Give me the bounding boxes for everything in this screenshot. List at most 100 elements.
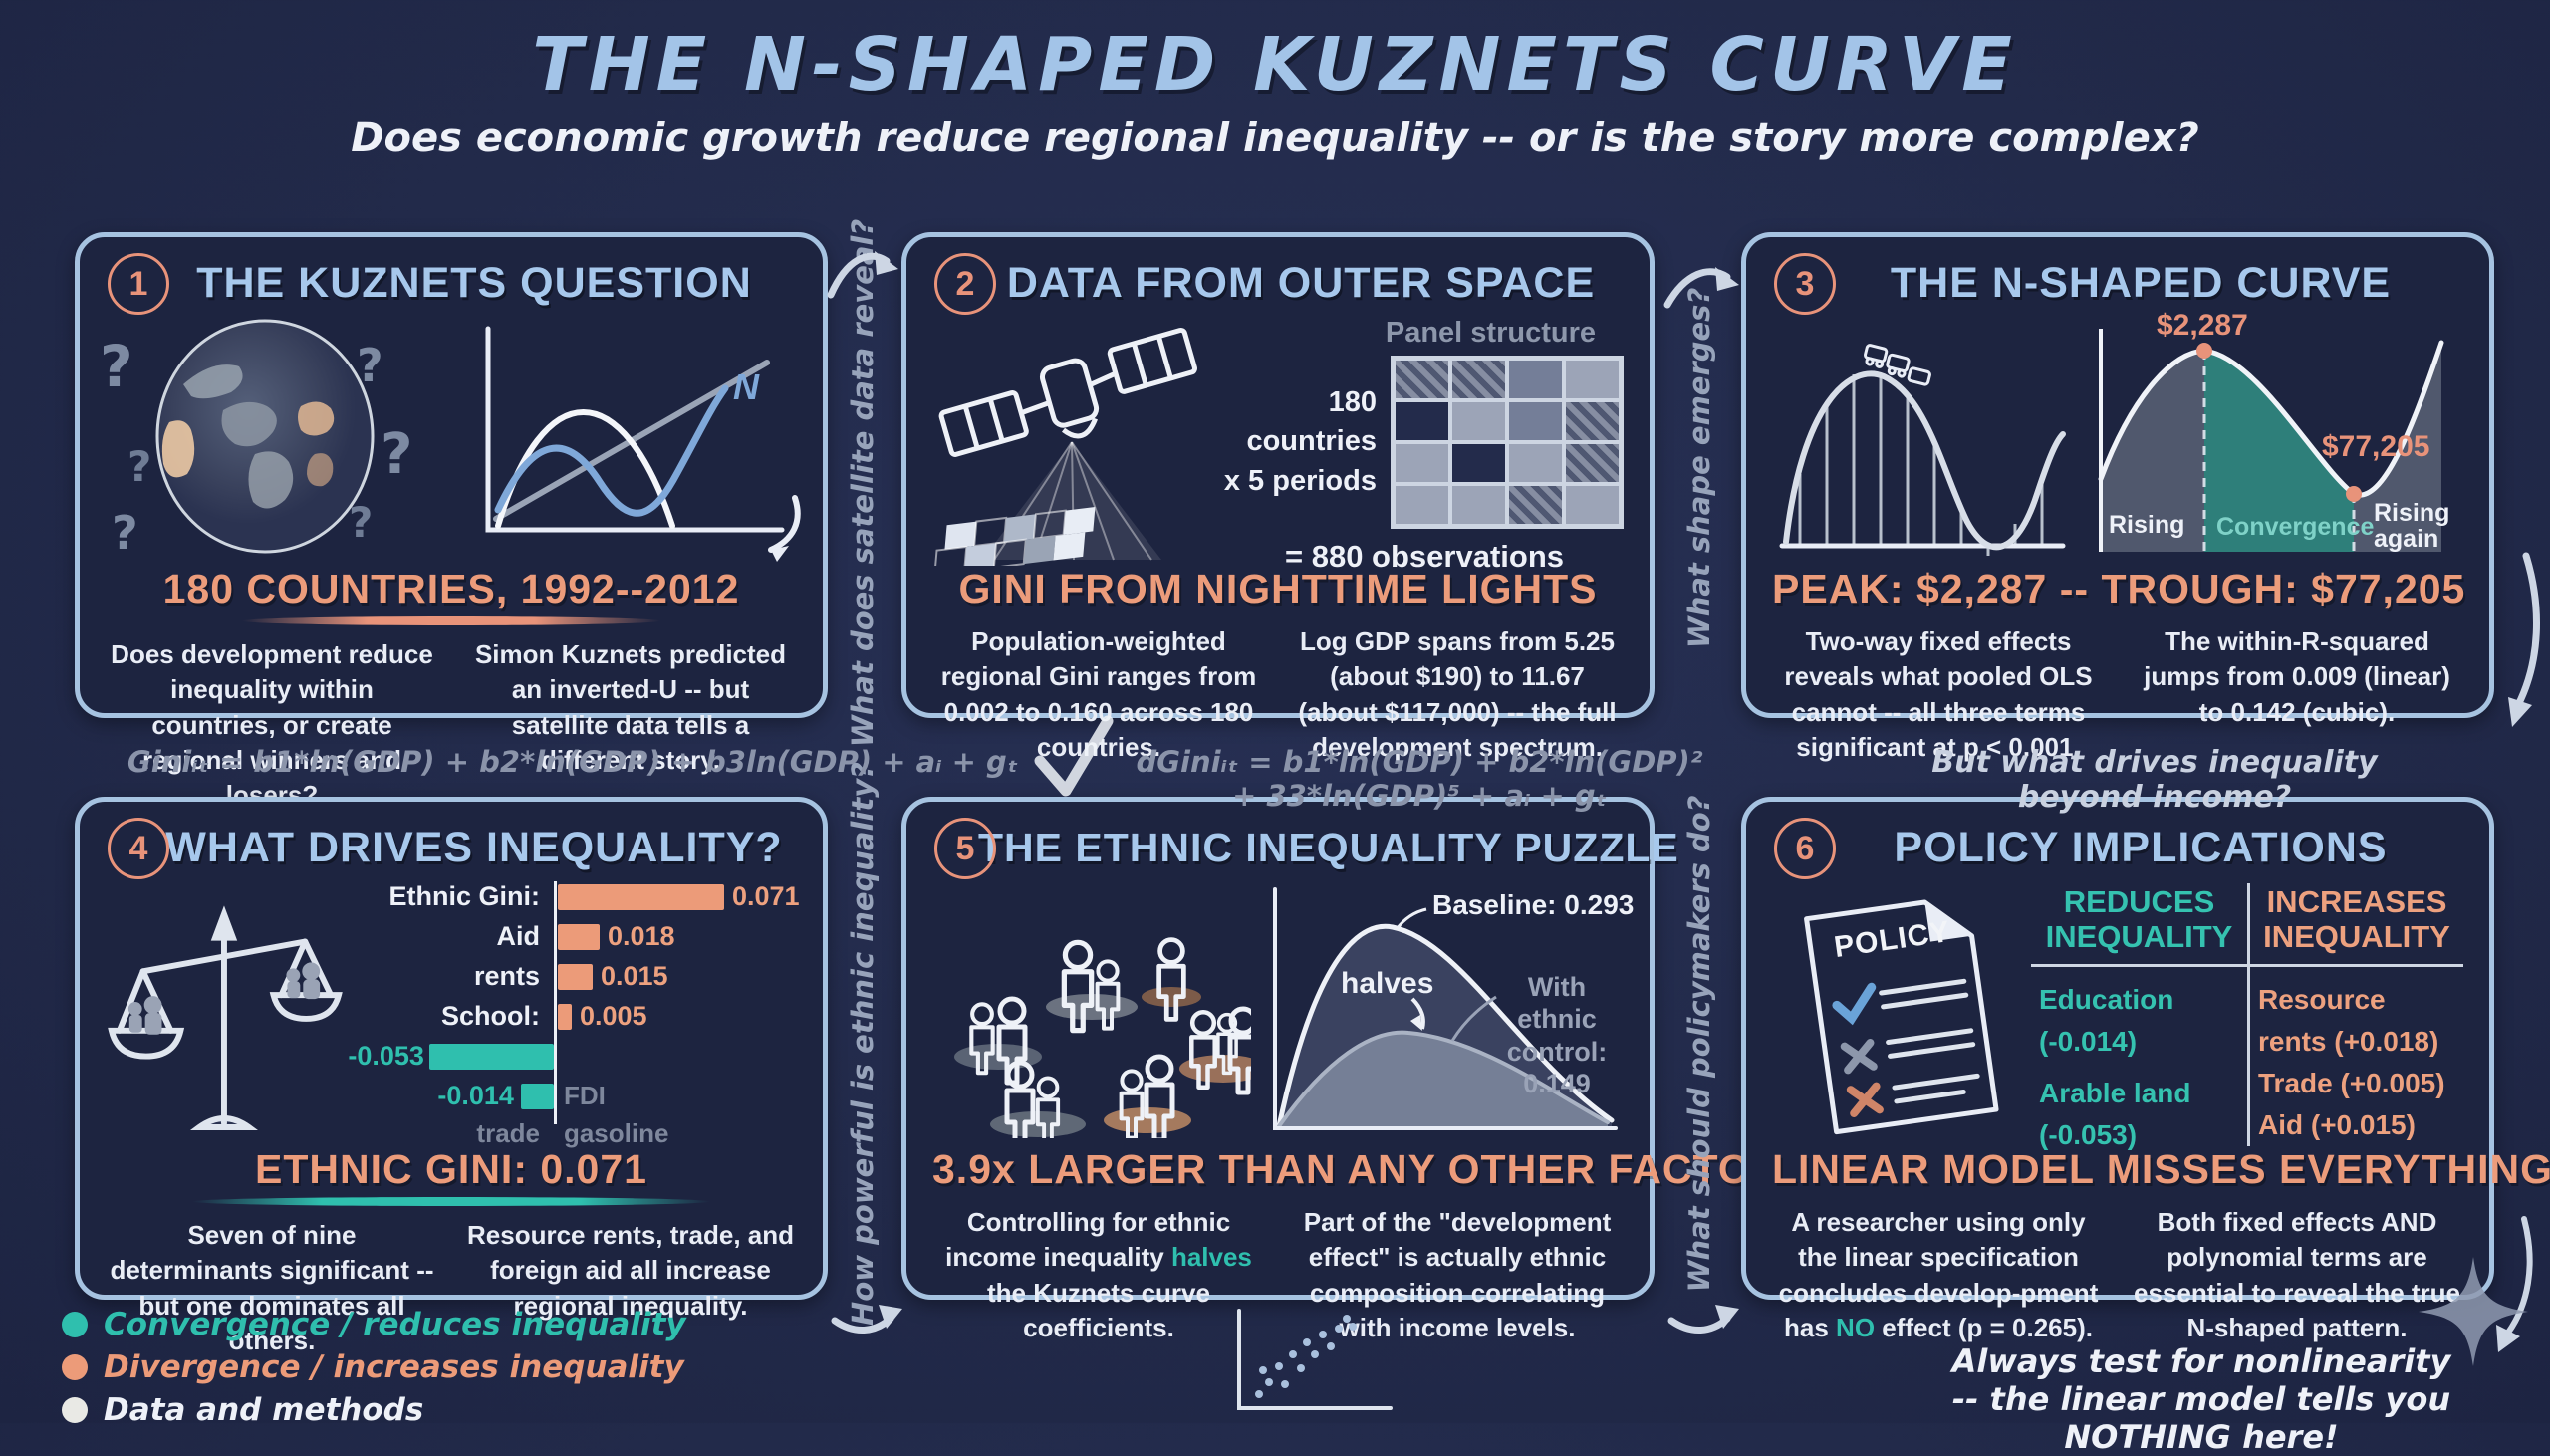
list-item: Resource rents (+0.018)	[2258, 984, 2439, 1058]
n-curve-figure	[2098, 329, 2444, 552]
baseline-value-label: Baseline: 0.293	[1432, 889, 1635, 920]
panel-3-text-left: Two-way fixed effects reveals what poole…	[1784, 626, 2093, 763]
question-mark-icon: ?	[381, 422, 413, 487]
panel-1-text-left: Does development reduce inequality withi…	[111, 639, 433, 811]
kuznets-curves-chart: N	[438, 315, 801, 562]
panel-5-title: THE ETHNIC INEQUALITY PUZZLE	[978, 825, 1679, 870]
white-dot-icon	[62, 1397, 88, 1423]
panel-data-from-space: 2 DATA FROM OUTER SPACE	[901, 232, 1655, 762]
halves-annotation: halves	[1341, 967, 1434, 1000]
panel-2-text-right: Log GDP spans from 5.25 (about $190) to …	[1298, 626, 1617, 763]
panel-4-number-badge: 4	[108, 818, 169, 879]
observations-count: = 880 observations	[1285, 539, 1564, 574]
determinants-bar-chart: Ethnic Gini: 0.071 Aid 0.018 rents 0.015…	[343, 881, 800, 1148]
panel-5-head: 5 THE ETHNIC INEQUALITY PUZZLE	[932, 818, 1679, 879]
panel-1-title: THE KUZNETS QUESTION	[196, 259, 752, 307]
bar-value: -0.053	[348, 1041, 424, 1071]
levels-formula: Giniᵢₜ = b1*ln(GDP) + b2*ln(GDP) + b3ln(…	[127, 745, 1019, 779]
globe-illustration: ? ? ? ? ? ?	[100, 315, 422, 560]
flow-arrow-right-icon	[1667, 1305, 1739, 1335]
panel-dimensions: 180 countries x 5 periods	[1223, 386, 1377, 497]
question-mark-icon: ?	[128, 442, 152, 491]
balance-scale-icon	[108, 905, 343, 1130]
flow-arrow-right-icon	[1663, 267, 1739, 309]
panel-5-graphics: Baseline: 0.293 halves With ethnic contr…	[932, 879, 1634, 1138]
panel-5-text-left: Controlling for ethnic income inequality…	[945, 1207, 1252, 1343]
panel-1-graphics: ? ? ? ? ? ? N	[100, 315, 801, 562]
panel-6-graphics: POLICY REDUCES INEQUALITY INCREASES INEQ…	[1772, 879, 2463, 1150]
panel-6-number-badge: 6	[1774, 818, 1836, 879]
people-groups-icon	[954, 879, 1251, 1138]
bar-chart-axis	[553, 881, 557, 1124]
panel-3-headline: PEAK: $2,287 -- TROUGH: $77,205	[1772, 566, 2466, 611]
panel-2-title: DATA FROM OUTER SPACE	[1006, 259, 1596, 307]
panel-n-shaped-curve: 3 THE N-SHAPED CURVE	[1741, 232, 2494, 762]
panel-2-headline: GINI FROM NIGHTTIME LIGHTS	[958, 566, 1598, 611]
changes-formula: dGiniᵢₜ = b1*ln(GDP) + b2*ln(GDP)² + 33*…	[1136, 745, 1703, 813]
panel-4-head: 4 WHAT DRIVES INEQUALITY?	[106, 818, 797, 879]
ethnic-control-figure	[1273, 887, 1618, 1130]
legend-label: Data and methods	[104, 1392, 424, 1428]
panel-structure-figure: Panel structure 180 countries x 5 period…	[1221, 315, 1624, 575]
list-item: Aid (+0.015)	[2258, 1109, 2416, 1141]
panel-1-text-right: Simon Kuznets predicted an inverted-U --…	[474, 639, 787, 776]
bar-ethnic-gini	[557, 884, 724, 910]
question-mark-icon: ?	[349, 498, 374, 547]
panel-1-headline: 180 COUNTRIES, 1992--2012	[162, 566, 740, 611]
panel-3-graphics: $2,287 $77,205 Rising Convergence Rising…	[1772, 309, 2463, 558]
ethnic-control-value-label: With ethnic control: 0.149	[1506, 972, 1608, 1099]
page-subtitle: Does economic growth reduce regional ine…	[351, 116, 2199, 161]
satellite-icon	[933, 327, 1197, 566]
bar-right-label: FDI	[563, 1081, 606, 1110]
legend-item-divergence: Divergence / increases inequality	[62, 1349, 686, 1385]
panel-3-text-right: The within-R-squared jumps from 0.009 (l…	[2144, 626, 2450, 727]
bar-label: Ethnic Gini:	[388, 881, 541, 911]
globe-icon	[155, 319, 375, 554]
panel-4-graphics: Ethnic Gini: 0.071 Aid 0.018 rents 0.015…	[106, 879, 800, 1148]
panel-what-drives-inequality: 4 WHAT DRIVES INEQUALITY?	[75, 797, 828, 1355]
orange-dot-icon	[62, 1354, 88, 1380]
panel-1-head: 1 THE KUZNETS QUESTION	[106, 253, 797, 315]
question-mark-icon: ?	[112, 506, 138, 560]
panel-structure-grid	[1391, 356, 1624, 529]
legend-item-convergence: Convergence / reduces inequality	[62, 1307, 686, 1342]
axis-label-gasoline: gasoline	[563, 1118, 669, 1148]
checkmark-doodle-icon	[1034, 715, 1114, 797]
panel-2-text-left: Population-weighted regional Gini ranges…	[940, 626, 1257, 763]
panel-6-head: 6 POLICY IMPLICATIONS	[1772, 818, 2463, 879]
headline-underline	[192, 1197, 710, 1206]
roller-coaster-icon	[1779, 344, 2066, 556]
policy-effects-table: REDUCES INEQUALITY INCREASES INEQUALITY …	[2031, 883, 2463, 1156]
list-item: Trade (+0.005)	[2258, 1068, 2445, 1099]
panel-4-text-right: Resource rents, trade, and foreign aid a…	[467, 1220, 794, 1321]
n-curve-chart: $2,287 $77,205 Rising Convergence Rising…	[2093, 309, 2463, 558]
bar-rents	[557, 964, 593, 990]
region-rising-label: Rising	[2109, 511, 2185, 539]
page-title: THE N-SHAPED KUZNETS CURVE	[532, 22, 2018, 108]
scatter-plot-doodle-icon	[1237, 1309, 1393, 1410]
panel-4-headline: ETHNIC GINI: 0.071	[255, 1146, 647, 1192]
peak-value-label: $2,287	[2157, 309, 2248, 342]
panel-5-headline: 3.9x LARGER THAN ANY OTHER FACTOR	[932, 1146, 1782, 1192]
panel-5-text-right: Part of the "development effect" is actu…	[1303, 1207, 1612, 1343]
question-beyond-income: But what drives inequality beyond income…	[1931, 745, 2378, 815]
increases-inequality-header: INCREASES INEQUALITY	[2247, 883, 2463, 968]
panel-policy-implications: 6 POLICY IMPLICATIONS	[1741, 797, 2550, 1342]
panel-2-number-badge: 2	[934, 253, 996, 315]
ethnic-control-chart: Baseline: 0.293 halves With ethnic contr…	[1265, 879, 1634, 1138]
region-rising-again-label: Rising again	[2374, 499, 2450, 554]
halves-highlight: halves	[1170, 1242, 1252, 1273]
list-item: Arable land (-0.053)	[2039, 1078, 2191, 1151]
flow-arrow-down-icon	[2508, 552, 2540, 727]
panel-ethnic-inequality-puzzle: 5 THE ETHNIC INEQUALITY PUZZLE	[901, 797, 1782, 1342]
question-mark-icon: ?	[357, 339, 383, 392]
bar-value: 0.005	[579, 1001, 647, 1031]
panel-3-title: THE N-SHAPED CURVE	[1890, 259, 2392, 307]
panel-kuznets-question: 1 THE KUZNETS QUESTION ? ? ? ?	[75, 232, 828, 810]
policy-document-icon	[1804, 899, 1999, 1135]
bar-value: 0.018	[607, 921, 675, 951]
bar-label: School:	[441, 1001, 540, 1031]
flow-arrow-right-icon	[827, 251, 898, 299]
legend-item-data-methods: Data and methods	[62, 1392, 686, 1428]
